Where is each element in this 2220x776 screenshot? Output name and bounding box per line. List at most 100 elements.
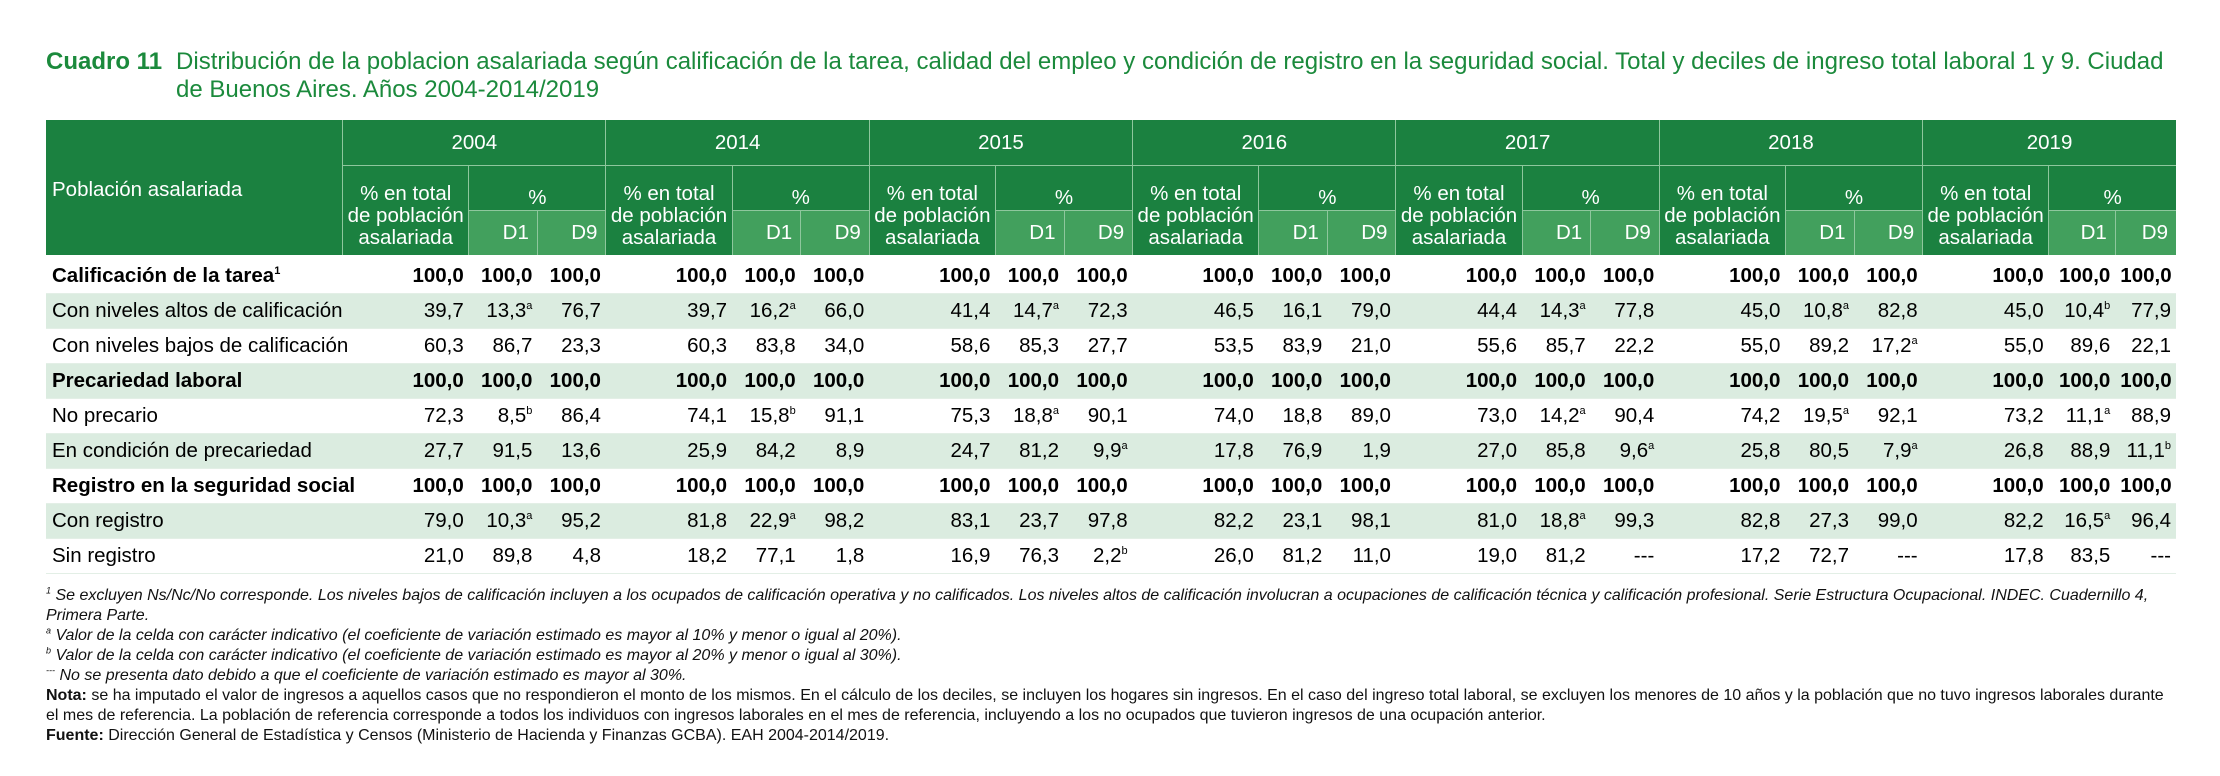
table-cell: 100,0 xyxy=(1064,468,1133,504)
table-cell: 100,0 xyxy=(1522,363,1591,399)
table-cell: 100,0 xyxy=(1922,363,2049,399)
decile-1-header: D1 xyxy=(2048,210,2116,255)
table-cell: 17,2 xyxy=(1659,538,1786,574)
table-cell: 99,3 xyxy=(1590,503,1660,539)
table-cell: 100,0 xyxy=(1922,255,2049,294)
table-cell: 100,0 xyxy=(1327,255,1396,294)
table-cell: 77,9 xyxy=(2115,293,2176,329)
table-cell: 100,0 xyxy=(800,255,870,294)
table-cell: 99,0 xyxy=(1854,503,1923,539)
table-cell: 100,0 xyxy=(732,255,801,294)
column-header-population: Población asalariada xyxy=(46,120,343,255)
table-cell: 100,0 xyxy=(468,363,538,399)
table-cell: 74,1 xyxy=(605,398,733,434)
table-cell: 73,2 xyxy=(1922,398,2049,434)
table-cell: 14,3a xyxy=(1522,293,1591,329)
table-row: En condición de precariedad 27,7 91,5 13,6 2… xyxy=(46,433,2176,469)
row-label: Sin registro xyxy=(46,538,343,574)
decile-9-header: D9 xyxy=(536,210,606,255)
table-cell: 11,0 xyxy=(1327,538,1396,574)
row-label: En condición de precariedad xyxy=(46,433,343,469)
table-cell: 83,8 xyxy=(732,328,801,364)
footnotes: 1 Se excluyen Ns/Nc/No corresponde. Los … xyxy=(46,586,2176,746)
table-cell: 100,0 xyxy=(1258,255,1328,294)
table-cell: 100,0 xyxy=(1258,363,1328,399)
table-cell: 46,5 xyxy=(1132,293,1259,329)
table-cell: 13,6 xyxy=(537,433,606,469)
table-cell: 11,1a xyxy=(2048,398,2116,434)
table-cell: 100,0 xyxy=(1132,255,1259,294)
table-cell: 100,0 xyxy=(1590,255,1660,294)
table-cell: 100,0 xyxy=(605,363,733,399)
table-cell: 100,0 xyxy=(537,363,606,399)
row-label: Con registro xyxy=(46,503,343,539)
table-cell: 86,4 xyxy=(537,398,606,434)
table-cell: 45,0 xyxy=(1659,293,1786,329)
table-cell: 17,2a xyxy=(1854,328,1923,364)
table-cell: --- xyxy=(1590,538,1660,574)
year-header: 2016 xyxy=(1132,120,1396,166)
table-cell: 100,0 xyxy=(1064,255,1133,294)
table-cell: 73,0 xyxy=(1395,398,1523,434)
decile-9-header: D9 xyxy=(2114,210,2176,255)
table-cell: 19,5a xyxy=(1785,398,1854,434)
table-cell: 100,0 xyxy=(1132,363,1259,399)
table-cell: 96,4 xyxy=(2115,503,2176,539)
table-cell: 23,7 xyxy=(995,503,1065,539)
year-header: 2014 xyxy=(605,120,870,166)
table-cell: 81,8 xyxy=(605,503,733,539)
pct-decile-header: % xyxy=(994,165,1133,211)
table-cell: 100,0 xyxy=(605,468,733,504)
table-cell: 100,0 xyxy=(869,363,996,399)
table-cell: 76,7 xyxy=(537,293,606,329)
table-cell: 72,3 xyxy=(342,398,469,434)
table-cell: 100,0 xyxy=(1659,255,1786,294)
table-cell: 22,2 xyxy=(1590,328,1660,364)
decile-1-header: D1 xyxy=(468,210,538,255)
table-cell: 83,5 xyxy=(2048,538,2116,574)
table-cell: 18,8a xyxy=(1522,503,1591,539)
year-header: 2015 xyxy=(868,120,1133,166)
table-row: No precario 72,3 8,5b 86,4 74,1 15,8b 91,1 75,3… xyxy=(46,398,2176,434)
note: Nota: se ha imputado el valor de ingreso… xyxy=(46,687,2164,724)
table-caption: Distribución de la poblacion asalariada … xyxy=(176,48,2164,103)
table-cell: 100,0 xyxy=(1395,363,1523,399)
table-cell: 100,0 xyxy=(1785,255,1854,294)
table-cell: 100,0 xyxy=(1659,363,1786,399)
pct-total-header: % en total de población asalariada xyxy=(1395,165,1523,255)
row-label: Precariedad laboral xyxy=(46,363,343,399)
table-cell: 100,0 xyxy=(1785,363,1854,399)
table-cell: 95,2 xyxy=(537,503,606,539)
decile-9-header: D9 xyxy=(1853,210,1923,255)
table-cell: 81,2 xyxy=(1258,538,1328,574)
table-cell: 17,8 xyxy=(1132,433,1259,469)
data-table: Población asalariada 2004 2014 2015 2016 201… xyxy=(46,120,2176,574)
table-cell: 85,3 xyxy=(995,328,1065,364)
table-cell: 14,7a xyxy=(995,293,1065,329)
table-cell: 76,3 xyxy=(995,538,1065,574)
pct-total-header: % en total de población asalariada xyxy=(868,165,996,255)
table-cell: 74,2 xyxy=(1659,398,1786,434)
table-cell: 100,0 xyxy=(1395,468,1523,504)
decile-1-header: D1 xyxy=(994,210,1065,255)
table-cell: --- xyxy=(1854,538,1923,574)
table-cell: 91,5 xyxy=(468,433,538,469)
table-cell: 60,3 xyxy=(605,328,733,364)
table-cell: 27,3 xyxy=(1785,503,1854,539)
table-cell: 22,1 xyxy=(2115,328,2176,364)
table-cell: 18,8a xyxy=(995,398,1065,434)
footnote-no-data: --- No se presenta dato debido a que el … xyxy=(46,665,687,684)
table-cell: 81,2 xyxy=(995,433,1065,469)
table-cell: 100,0 xyxy=(995,468,1065,504)
table-cell: 39,7 xyxy=(605,293,733,329)
table-cell: 88,9 xyxy=(2115,398,2176,434)
table-cell: 55,0 xyxy=(1922,328,2049,364)
table-cell: 100,0 xyxy=(2115,255,2176,294)
table-cell: 100,0 xyxy=(2048,255,2116,294)
decile-9-header: D9 xyxy=(1590,210,1660,255)
table-cell: 97,8 xyxy=(1064,503,1133,539)
footnote-b: b Valor de la celda con carácter indicat… xyxy=(46,645,902,664)
year-header: 2004 xyxy=(342,120,606,166)
table-cell: 18,8 xyxy=(1258,398,1328,434)
table-cell: 89,2 xyxy=(1785,328,1854,364)
